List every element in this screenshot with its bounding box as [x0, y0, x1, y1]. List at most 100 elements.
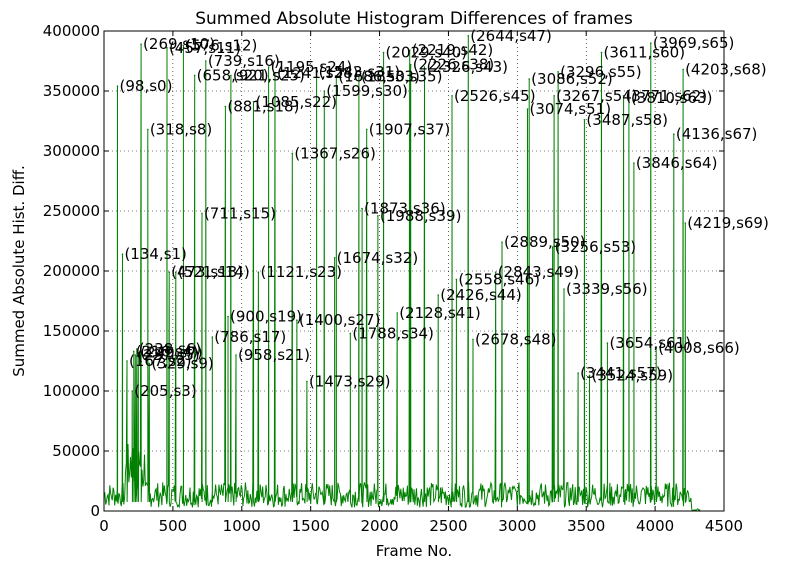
histogram-diff-line	[103, 35, 701, 512]
peak-annotation: (167,s2)	[129, 352, 191, 370]
peak-point	[600, 51, 603, 54]
peak-point	[174, 271, 177, 274]
x-tick-label: 0	[99, 517, 109, 535]
peak-point	[323, 90, 326, 92]
peak-annotation: (4008,s66)	[658, 339, 740, 357]
x-tick-label: 4500	[705, 517, 743, 535]
peak-annotation: (3611,s60)	[604, 44, 686, 62]
y-tick-label: 200000	[43, 262, 100, 280]
peak-point	[437, 294, 440, 296]
y-tick-label: 400000	[43, 22, 100, 40]
peak-annotation: (1988,s39)	[380, 207, 462, 225]
x-tick-label: 3500	[567, 517, 605, 535]
peak-point	[408, 49, 411, 51]
peak-annotation: (1543,s31)	[319, 63, 401, 81]
peak-point	[137, 351, 140, 354]
peak-point	[365, 128, 368, 131]
peak-annotation: (1599,s30)	[326, 82, 408, 100]
peak-annotation: (3810,s63)	[631, 89, 713, 107]
peak-annotation: (457,s11)	[169, 39, 241, 57]
peak-annotation: (2326,s43)	[426, 58, 508, 76]
peak-annotation: (2526,s45)	[454, 87, 536, 105]
peak-annotation: (900,s19)	[230, 308, 302, 326]
peak-point	[622, 95, 625, 97]
peak-point	[148, 362, 151, 365]
peak-point	[557, 71, 559, 73]
peak-point	[147, 128, 149, 131]
x-tick-label: 1500	[292, 517, 330, 535]
peak-annotation: (1788,s34)	[352, 324, 434, 342]
peak-point	[205, 60, 207, 62]
peak-point	[551, 246, 554, 248]
peak-annotation: (576,s12)	[185, 36, 257, 54]
peak-annotation: (2558,s46)	[458, 270, 540, 288]
peak-annotation: (2029,s40)	[386, 44, 468, 62]
peak-point	[140, 43, 142, 45]
y-tick-label: 0	[90, 502, 100, 520]
peak-point	[306, 380, 308, 383]
peak-point	[409, 63, 412, 66]
peak-point	[166, 47, 168, 49]
y-tick-label: 250000	[43, 202, 100, 220]
peak-point	[211, 336, 214, 338]
peak-annotation: (98,s0)	[120, 77, 173, 95]
chart-title: Summed Absolute Histogram Differences of…	[195, 9, 633, 29]
peak-point	[382, 51, 385, 54]
peak-annotation: (2426,s44)	[440, 286, 522, 304]
peak-annotation: (1085,s22)	[255, 93, 337, 111]
peak-annotation: (473,s13)	[171, 263, 243, 281]
peak-point	[134, 354, 137, 356]
peak-point	[451, 95, 453, 97]
peak-annotation: (3487,s58)	[586, 111, 668, 129]
peak-point	[628, 97, 630, 99]
peak-point	[377, 215, 379, 217]
peak-point	[274, 72, 276, 74]
peak-point	[227, 315, 229, 318]
peak-point	[633, 162, 635, 164]
x-tick-label: 3000	[498, 517, 536, 535]
peak-point	[257, 271, 260, 274]
peak-point	[335, 75, 338, 78]
peak-point	[455, 278, 458, 281]
peak-annotation: (1121,s23)	[260, 263, 342, 281]
peak-point	[655, 347, 658, 349]
x-tick-label: 2500	[429, 517, 467, 535]
peak-point	[315, 71, 318, 73]
peak-annotation: (958,s21)	[238, 346, 310, 364]
peak-annotation: (881,s18)	[227, 98, 299, 116]
series-layer	[103, 35, 701, 512]
peak-point	[396, 312, 398, 314]
peak-annotation: (134,s1)	[124, 245, 186, 263]
x-tick-label: 1000	[223, 517, 261, 535]
peak-annotation: (521,s14)	[178, 263, 250, 281]
peak-point	[349, 332, 352, 335]
peak-annotation: (4203,s68)	[685, 60, 767, 78]
peak-annotation: (2644,s47)	[470, 27, 552, 45]
peak-annotation: (3441,s57)	[580, 364, 662, 382]
peak-annotation: (1367,s26)	[294, 144, 376, 162]
peak-point	[682, 68, 684, 71]
peak-annotation: (2219,s42)	[412, 41, 494, 59]
y-tick-label: 300000	[43, 142, 100, 160]
y-tick-label: 100000	[43, 382, 100, 400]
peak-point	[526, 108, 529, 110]
peak-annotation: (3256,s53)	[555, 238, 637, 256]
peak-point	[583, 119, 586, 121]
peak-point	[650, 42, 652, 44]
peak-annotation: (3524,s59)	[592, 366, 674, 384]
peak-annotation: (1241,s28)	[277, 64, 359, 82]
peak-annotation: (1400,s27)	[299, 311, 381, 329]
peak-point	[577, 372, 579, 374]
peak-point	[684, 222, 687, 224]
peak-point	[467, 35, 470, 37]
peak-annotation: (739,s16)	[208, 52, 280, 70]
grid-lines	[104, 31, 724, 511]
peak-annotation: (2678,s48)	[475, 330, 557, 348]
peak-annotation: (238,s6)	[139, 340, 201, 358]
peak-annotation: (2226,s38)	[413, 56, 495, 74]
peak-annotation: (318,s8)	[150, 120, 212, 138]
y-tick-label: 350000	[43, 82, 100, 100]
peak-annotation: (3654,s61)	[609, 334, 691, 352]
peak-annotation: (658,s20)	[197, 66, 269, 84]
